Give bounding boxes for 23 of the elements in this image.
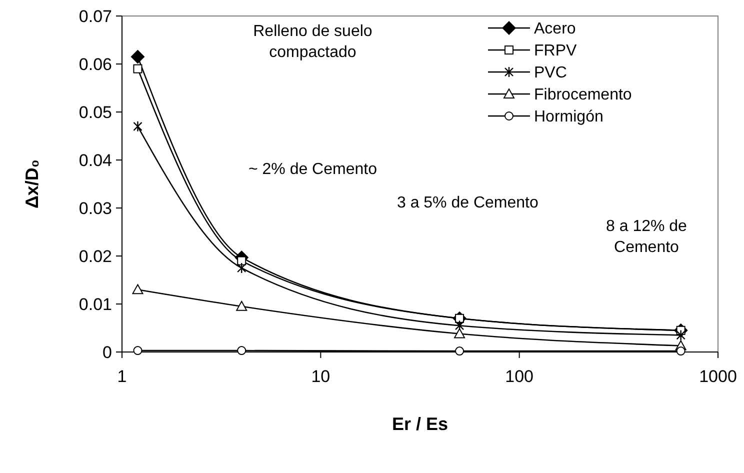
y-tick-label: 0.06 [78, 54, 112, 74]
annotation: 3 a 5% de Cemento [396, 194, 538, 212]
legend-label: Acero [534, 20, 576, 38]
annotation: ~ 2% de Cemento [248, 160, 378, 178]
y-axis-title: Δx/D₀ [22, 159, 42, 209]
y-tick-label: 0.04 [78, 150, 112, 170]
y-tick-label: 0.03 [78, 198, 112, 218]
x-tick-label: 10 [311, 367, 330, 386]
x-axis-title: Er / Es [392, 414, 448, 434]
y-tick-label: 0.07 [78, 6, 112, 26]
x-tick-label: 100 [505, 367, 534, 386]
x-tick-label: 1000 [699, 367, 737, 386]
legend-label: Fibrocemento [534, 86, 632, 104]
x-tick-label: 1 [117, 367, 127, 386]
y-tick-label: 0.02 [78, 246, 112, 266]
annotation: Relleno de suelo compactado [253, 23, 372, 62]
annotation: 8 a 12% de Cemento [606, 218, 688, 256]
legend-label: Hormigón [534, 108, 604, 126]
y-tick-label: 0.01 [78, 294, 112, 314]
y-tick-label: 0.05 [78, 102, 112, 122]
y-tick-label: 0 [102, 342, 112, 362]
legend-label: FRPV [534, 42, 577, 60]
legend-label: PVC [534, 64, 567, 82]
